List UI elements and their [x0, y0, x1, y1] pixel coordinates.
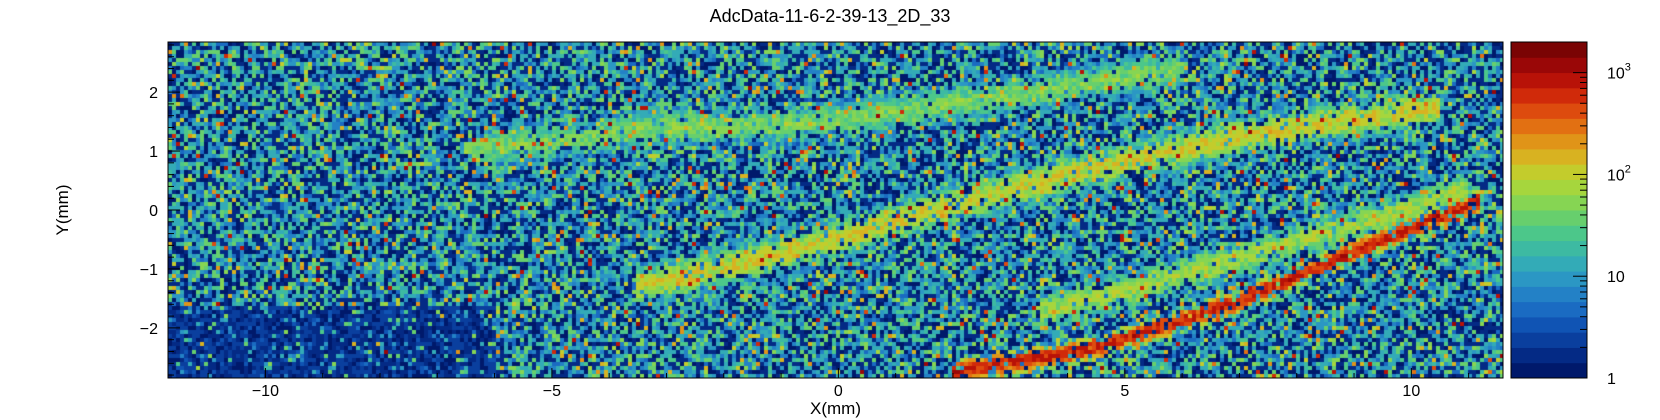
- heatmap-plot-area: [168, 42, 1503, 378]
- color-scale-segment: [1511, 347, 1587, 364]
- y-tick-label: 1: [149, 144, 158, 161]
- color-scale-segment: [1511, 362, 1587, 379]
- color-scale-frame: [1510, 41, 1588, 379]
- y-axis: −2 −1 0 1 2: [140, 44, 180, 376]
- color-scale-segment: [1511, 301, 1587, 318]
- color-scale-segment: [1511, 57, 1587, 74]
- color-scale-segment: [1511, 271, 1587, 287]
- color-scale-segment: [1511, 133, 1587, 150]
- y-tick-label: 2: [149, 85, 158, 102]
- color-scale-segment: [1511, 332, 1587, 348]
- chart-title: AdcData-11-6-2-39-13_2D_33: [710, 6, 951, 27]
- color-scale-segment: [1511, 225, 1587, 242]
- color-scale-label: 10: [1607, 269, 1625, 286]
- color-scale-segment: [1511, 42, 1587, 58]
- color-scale-segment: [1511, 87, 1587, 104]
- x-tick-label: 5: [1120, 383, 1129, 400]
- color-scale-segment: [1511, 148, 1587, 165]
- x-tick-label: 0: [834, 383, 843, 400]
- color-scale-segment: [1511, 210, 1587, 226]
- heatmap-cells: [168, 42, 1503, 378]
- color-scale-label: 1: [1607, 371, 1616, 388]
- x-axis: −10 −5 0 5 10: [207, 368, 1470, 400]
- color-scale-segment: [1511, 240, 1587, 257]
- color-scale-label: 103: [1607, 62, 1631, 83]
- color-scale-segment: [1511, 118, 1587, 135]
- x-axis-label: X(mm): [810, 399, 861, 418]
- color-scale-segment: [1511, 103, 1587, 119]
- color-scale-bar: [1510, 41, 1588, 379]
- y-tick-label: −1: [140, 262, 158, 279]
- color-scale-label: 102: [1607, 163, 1631, 184]
- color-scale-segment: [1511, 316, 1587, 333]
- x-tick-label: 10: [1402, 383, 1420, 400]
- color-scale-segment: [1511, 194, 1587, 211]
- color-scale-segment: [1511, 72, 1587, 89]
- color-scale-segment: [1511, 286, 1587, 303]
- color-scale-segment: [1511, 179, 1587, 196]
- y-tick-label: 0: [149, 203, 158, 220]
- x-tick-label: −10: [252, 383, 279, 400]
- x-tick-label: −5: [543, 383, 561, 400]
- y-tick-label: −2: [140, 321, 158, 338]
- color-scale-segment: [1511, 255, 1587, 272]
- y-axis-label: Y(mm): [53, 185, 72, 236]
- color-scale-segment: [1511, 164, 1587, 180]
